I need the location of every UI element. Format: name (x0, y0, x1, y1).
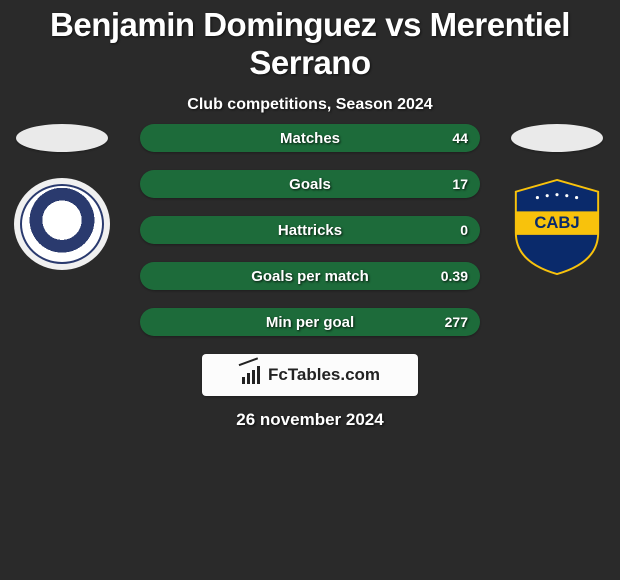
stat-label: Hattricks (278, 222, 342, 239)
player-right-avatar-placeholder (511, 124, 603, 152)
boca-crest: CABJ (508, 178, 606, 276)
stat-row-hattricks: Hattricks 0 (140, 216, 480, 244)
page-subtitle: Club competitions, Season 2024 (0, 96, 620, 114)
stat-value-right: 277 (445, 314, 468, 330)
stat-label: Matches (280, 130, 340, 147)
boca-shield-icon: CABJ (508, 178, 606, 276)
player-right-column: CABJ (508, 124, 606, 276)
stat-label: Min per goal (266, 314, 354, 331)
stat-value-right: 44 (452, 130, 468, 146)
fctables-label: FcTables.com (268, 365, 380, 385)
stat-label: Goals (289, 176, 331, 193)
player-left-column (14, 124, 110, 270)
date-text: 26 november 2024 (0, 410, 620, 430)
stat-row-matches: Matches 44 (140, 124, 480, 152)
stat-label: Goals per match (251, 268, 369, 285)
stat-row-goals-per-match: Goals per match 0.39 (140, 262, 480, 290)
stat-value-right: 0.39 (441, 268, 468, 284)
stat-row-min-per-goal: Min per goal 277 (140, 308, 480, 336)
fctables-attribution[interactable]: FcTables.com (202, 354, 418, 396)
stats-list: Matches 44 Goals 17 Hattricks 0 Goals pe… (140, 124, 480, 354)
player-left-avatar-placeholder (16, 124, 108, 152)
gimnasia-crest (14, 178, 110, 270)
page-title: Benjamin Dominguez vs Merentiel Serrano (0, 0, 620, 82)
bar-chart-icon (240, 366, 262, 384)
gimnasia-crest-inner (20, 184, 104, 264)
boca-crest-text: CABJ (534, 213, 579, 232)
stat-value-right: 17 (452, 176, 468, 192)
stat-value-right: 0 (460, 222, 468, 238)
stat-row-goals: Goals 17 (140, 170, 480, 198)
